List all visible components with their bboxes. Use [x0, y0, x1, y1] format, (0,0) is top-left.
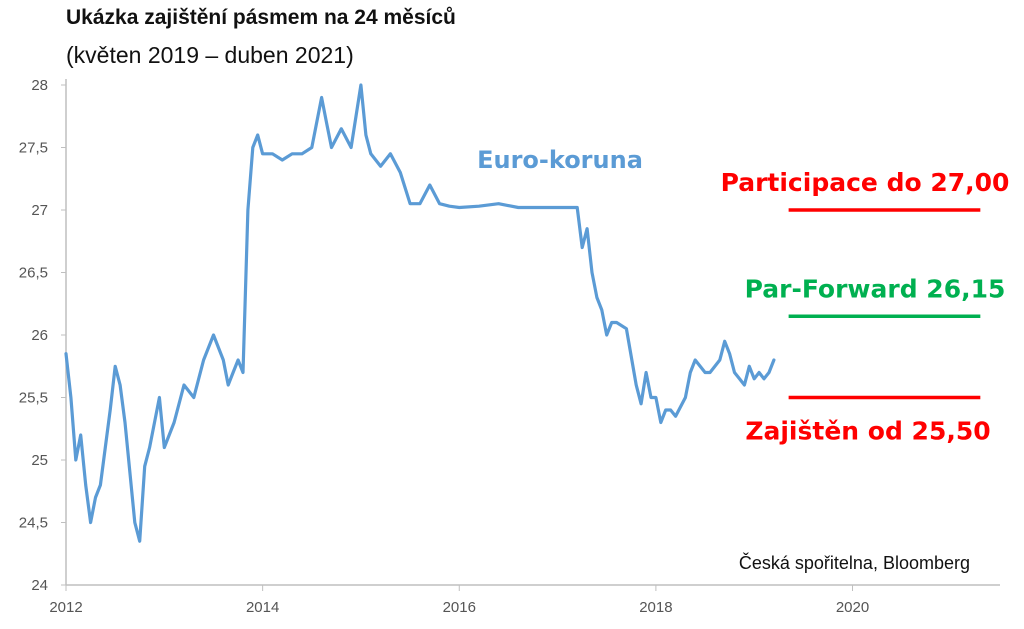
x-tick-label: 2018 — [639, 599, 672, 616]
level-lines — [788, 208, 981, 400]
y-axis-ticks: 24 24,5 25 25,5 26 26,5 27 27,5 28 — [19, 77, 66, 594]
participation-label: Participace do 27,00 — [721, 168, 1010, 197]
series-line-euro-koruna — [64, 83, 776, 543]
series-label: Euro-koruna — [477, 146, 643, 174]
par-forward-label: Par-Forward 26,15 — [745, 274, 1006, 303]
chart-axes — [65, 79, 1000, 586]
hedged-label: Zajištěn od 25,50 — [745, 417, 990, 446]
chart-subtitle: (květen 2019 – duben 2021) — [66, 42, 354, 68]
series-group — [64, 83, 776, 543]
source-note: Česká spořitelna, Bloomberg — [739, 552, 970, 573]
x-tick-label: 2014 — [246, 599, 279, 616]
x-tick-label: 2020 — [836, 599, 869, 616]
x-axis-ticks: 2012 2014 2016 2018 2020 — [49, 585, 869, 616]
y-tick-label: 28 — [31, 77, 48, 94]
y-tick-label: 24,5 — [19, 515, 48, 532]
x-tick-label: 2012 — [49, 599, 82, 616]
y-tick-label: 25 — [31, 452, 48, 469]
y-tick-label: 24 — [31, 577, 48, 594]
y-tick-label: 25,5 — [19, 390, 48, 407]
x-tick-label: 2016 — [443, 599, 476, 616]
y-tick-label: 27 — [31, 202, 48, 219]
y-tick-label: 27,5 — [19, 140, 48, 157]
y-tick-label: 26,5 — [19, 265, 48, 282]
y-tick-label: 26 — [31, 327, 48, 344]
annotation-labels: Euro-koruna Participace do 27,00 Par-Forwa… — [477, 146, 1009, 446]
chart-title: Ukázka zajištění pásmem na 24 měsíců — [66, 6, 456, 29]
